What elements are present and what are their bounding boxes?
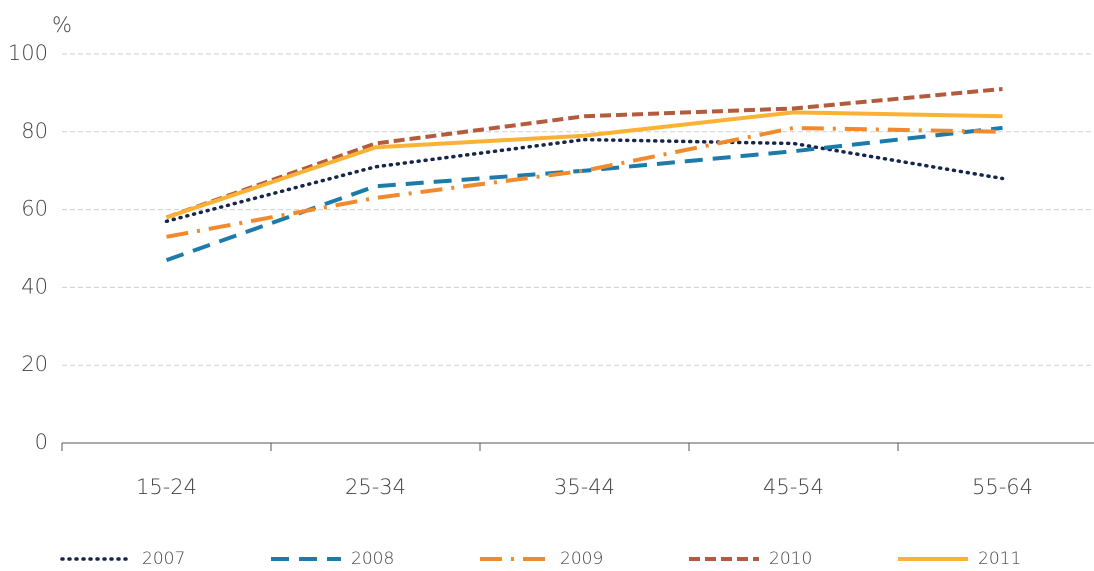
x-tick-label: 15-24 [136, 475, 197, 499]
x-tick-label: 25-34 [345, 475, 406, 499]
series-line [165, 110, 1003, 220]
y-tick-label: 80 [21, 119, 48, 143]
x-tick-label: 35-44 [554, 475, 615, 499]
legend-label: 2007 [142, 549, 185, 569]
y-tick-label: 60 [21, 197, 48, 221]
legend-label: 2011 [978, 549, 1021, 569]
y-tick-label: 20 [21, 352, 48, 376]
x-tick-label: 55-64 [972, 475, 1033, 499]
series-line [165, 125, 1003, 263]
series-line [164, 137, 1005, 224]
series-line [166, 125, 1003, 239]
x-tick-label: 45-54 [763, 475, 824, 499]
y-tick-label: 100 [8, 41, 48, 65]
series-line [165, 87, 1003, 220]
legend-label: 2010 [769, 549, 812, 569]
y-axis-label: % [52, 13, 72, 37]
legend-label: 2008 [351, 549, 394, 569]
y-tick-label: 0 [35, 430, 48, 454]
y-tick-label: 40 [21, 274, 48, 298]
legend-label: 2009 [560, 549, 603, 569]
